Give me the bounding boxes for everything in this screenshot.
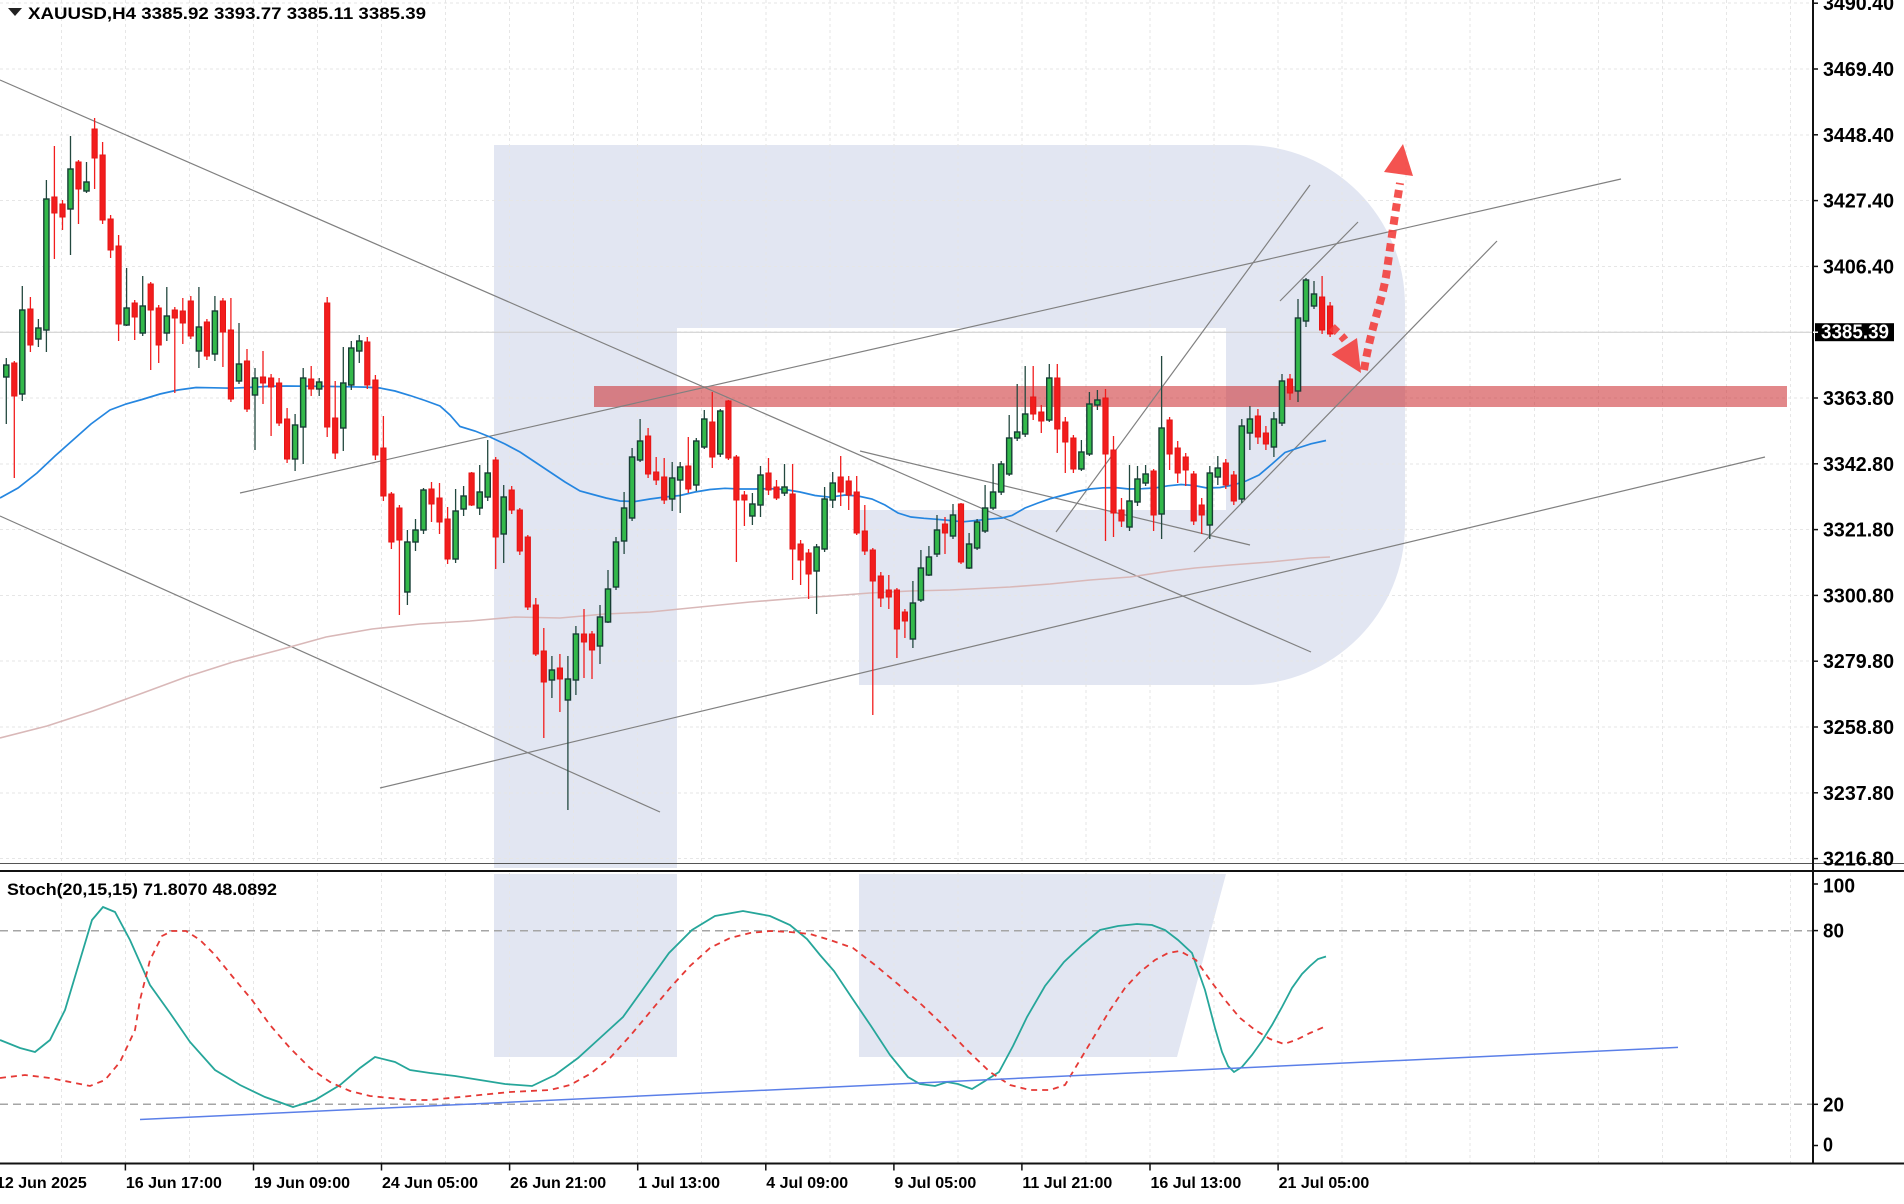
svg-text:26 Jun 21:00: 26 Jun 21:00 — [510, 1175, 606, 1192]
svg-text:3363.80: 3363.80 — [1823, 388, 1894, 410]
svg-text:24 Jun 05:00: 24 Jun 05:00 — [382, 1175, 478, 1192]
svg-text:3300.80: 3300.80 — [1823, 585, 1894, 607]
svg-text:3427.40: 3427.40 — [1823, 191, 1894, 213]
svg-text:12 Jun 2025: 12 Jun 2025 — [0, 1175, 87, 1192]
svg-text:3469.40: 3469.40 — [1823, 59, 1894, 81]
svg-text:21 Jul 05:00: 21 Jul 05:00 — [1279, 1175, 1370, 1192]
svg-text:3385.39: 3385.39 — [1821, 322, 1889, 344]
svg-text:1 Jul 13:00: 1 Jul 13:00 — [638, 1175, 720, 1192]
svg-text:80: 80 — [1823, 921, 1844, 943]
svg-text:3216.80: 3216.80 — [1823, 849, 1894, 871]
svg-text:19 Jun 09:00: 19 Jun 09:00 — [254, 1175, 350, 1192]
svg-text:16 Jun 17:00: 16 Jun 17:00 — [126, 1175, 222, 1192]
svg-text:3279.80: 3279.80 — [1823, 651, 1894, 673]
svg-text:3490.40: 3490.40 — [1823, 0, 1894, 15]
svg-text:100: 100 — [1823, 875, 1855, 897]
svg-text:3258.80: 3258.80 — [1823, 717, 1894, 739]
svg-text:3406.40: 3406.40 — [1823, 256, 1894, 278]
svg-text:4 Jul 09:00: 4 Jul 09:00 — [766, 1175, 848, 1192]
svg-text:3321.80: 3321.80 — [1823, 520, 1894, 542]
svg-text:9 Jul 05:00: 9 Jul 05:00 — [894, 1175, 976, 1192]
svg-text:3342.80: 3342.80 — [1823, 454, 1894, 476]
svg-text:16 Jul 13:00: 16 Jul 13:00 — [1151, 1175, 1242, 1192]
svg-text:20: 20 — [1823, 1094, 1844, 1116]
svg-text:XAUUSD,H4 3385.92 3393.77 338: XAUUSD,H4 3385.92 3393.77 3385.11 3385.3… — [28, 4, 426, 23]
svg-text:3448.40: 3448.40 — [1823, 125, 1894, 147]
svg-text:0: 0 — [1823, 1135, 1833, 1157]
svg-text:Stoch(20,15,15) 71.8070 48.089: Stoch(20,15,15) 71.8070 48.0892 — [7, 880, 277, 899]
svg-text:11 Jul 21:00: 11 Jul 21:00 — [1022, 1175, 1112, 1192]
svg-text:3237.80: 3237.80 — [1823, 783, 1894, 805]
